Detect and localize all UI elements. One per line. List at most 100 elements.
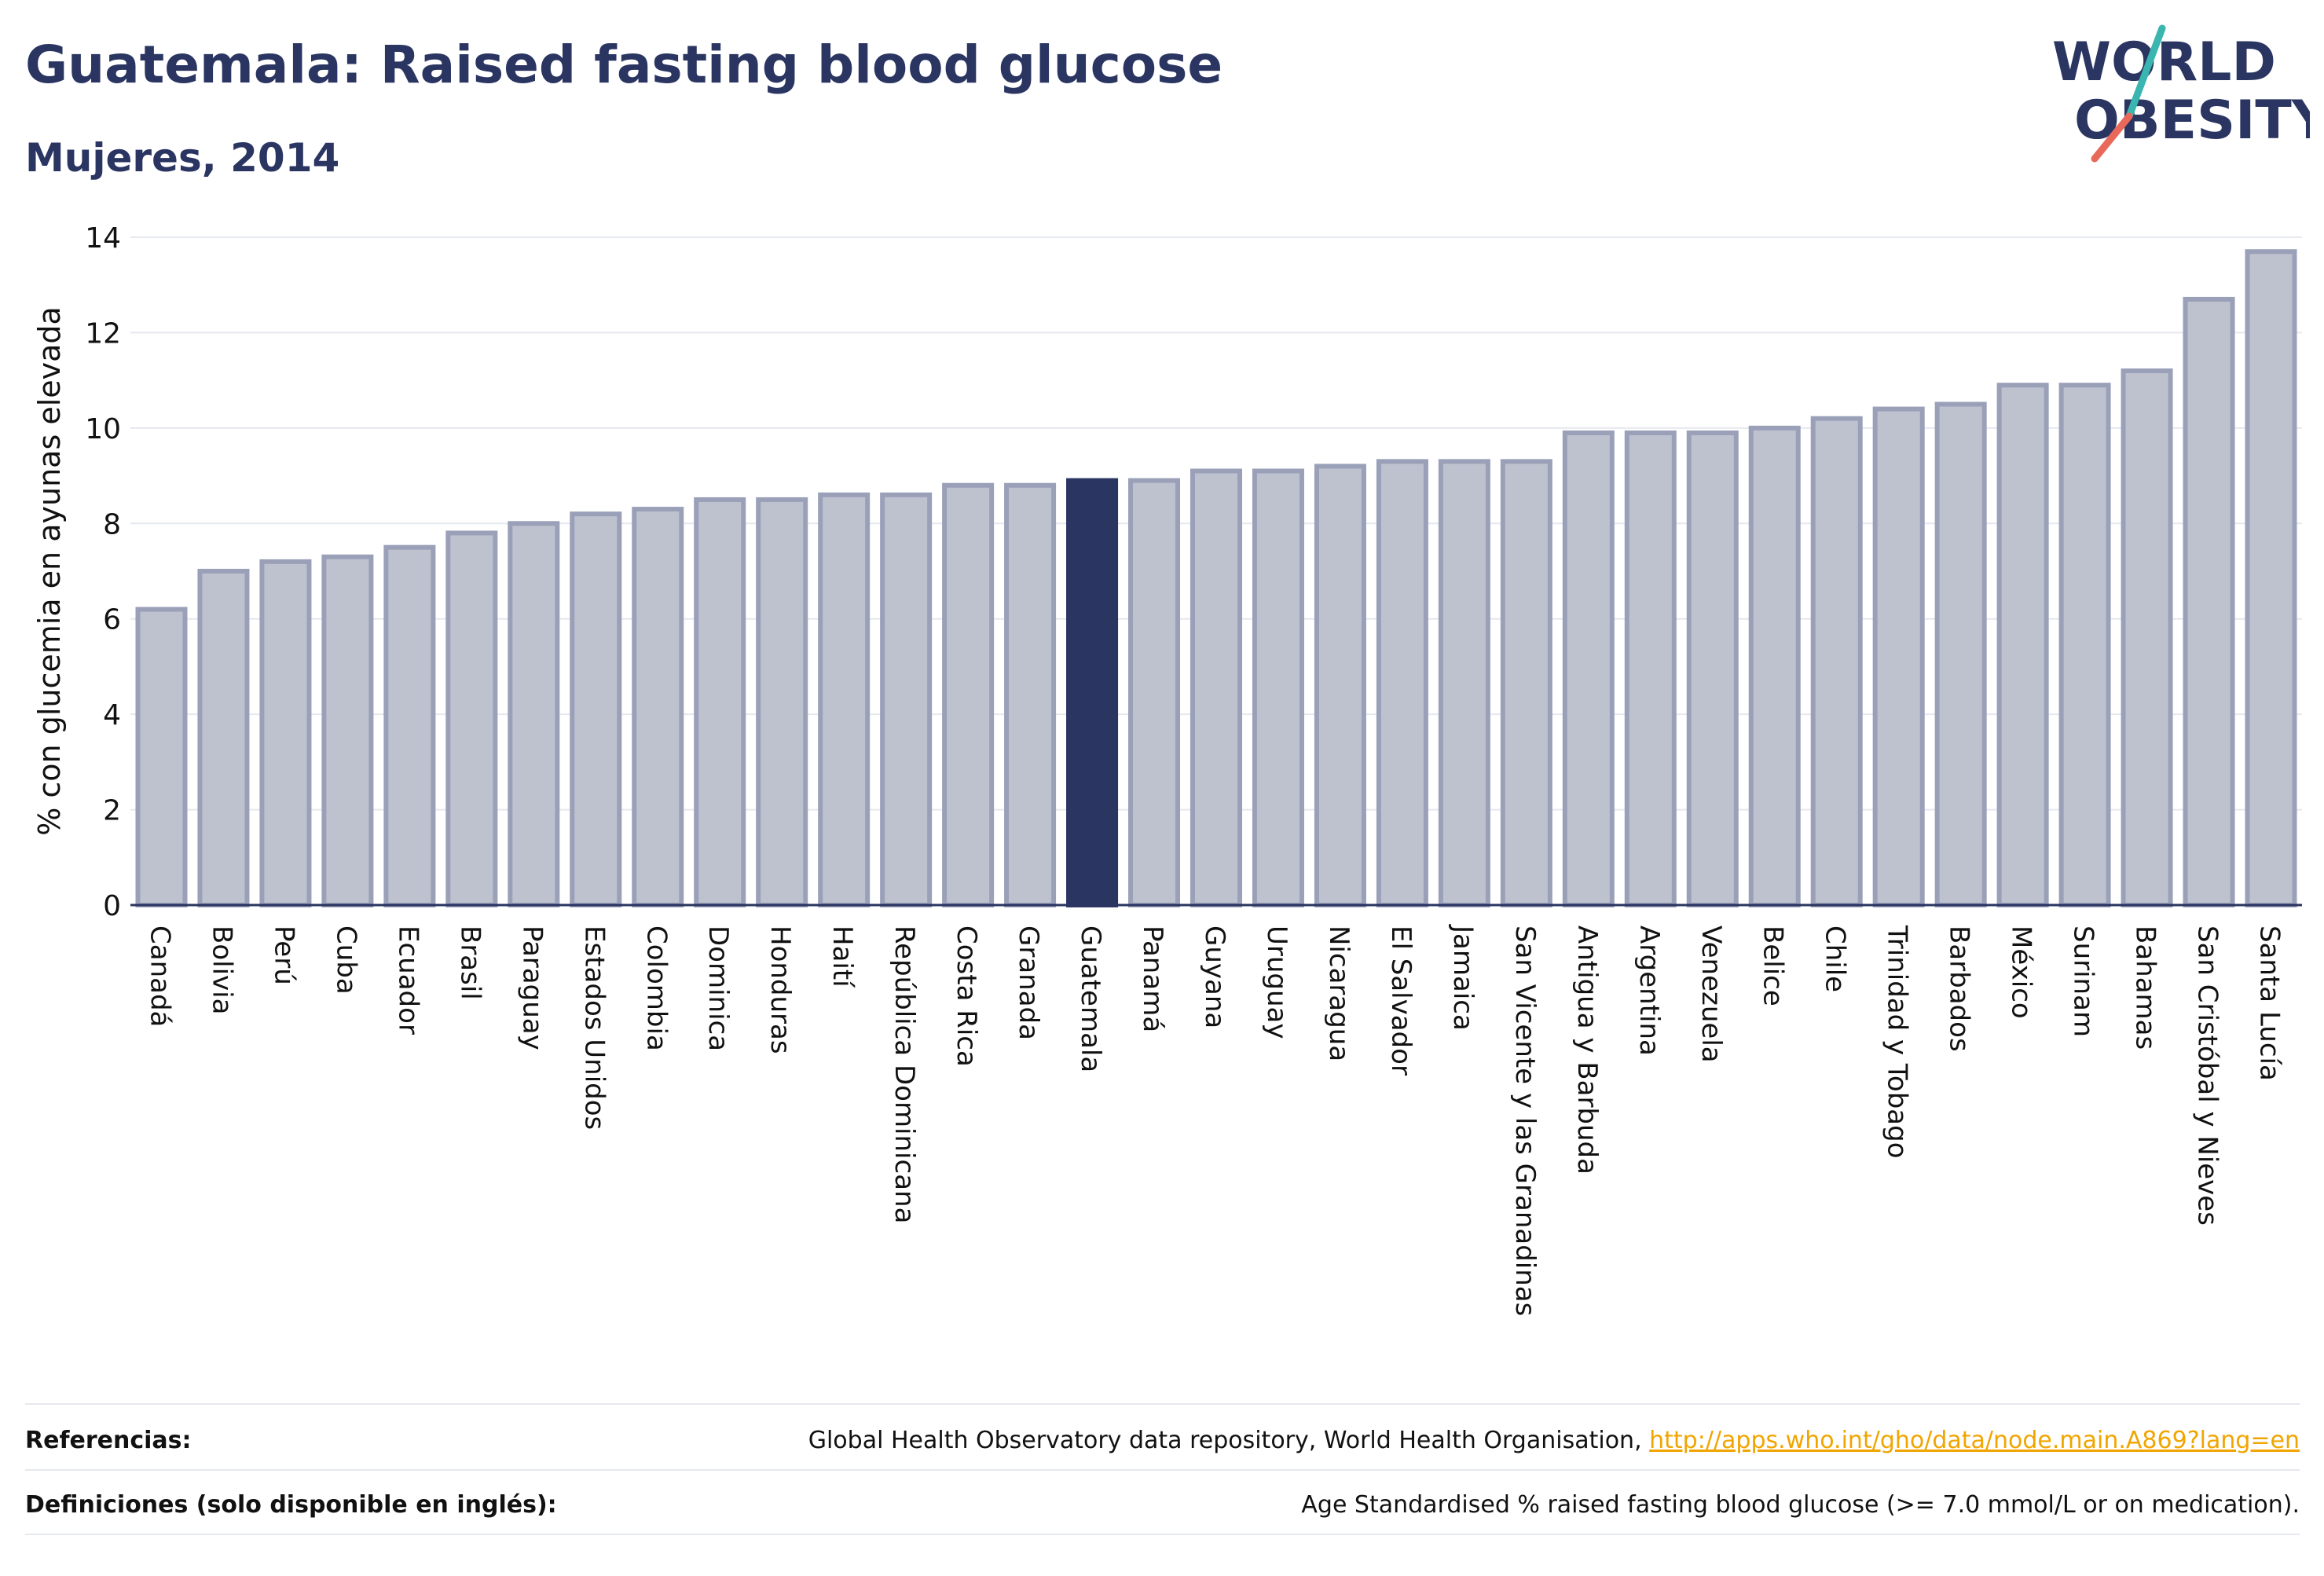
bar [197,569,250,907]
logo-slash-bottom [2091,112,2133,163]
bar [818,492,871,907]
y-tick-label: 14 [85,222,121,255]
bar [508,521,560,907]
references-value: Global Health Observatory data repositor… [808,1427,2300,1454]
bar-chart: 0 2 4 6 8 10 12 14 Canadá Bolivia Perú Cuba Ecuador… [32,222,2302,1316]
y-tick-label: 2 [103,795,121,827]
x-tick-label: Honduras [764,925,796,1054]
x-tick-label: San Vicente y las Granadinas [1509,925,1541,1316]
bar [1562,430,1615,907]
x-tick-label: Colombia [640,925,672,1051]
x-tick-label: Belice [1758,925,1789,1006]
x-tick-label: Nicaragua [1323,925,1354,1061]
bar [383,544,436,908]
references-link[interactable]: http://apps.who.int/gho/data/node.main.A… [1649,1426,2300,1454]
bar [570,511,622,908]
x-tick-label: Bahamas [2130,925,2161,1050]
x-tick-label: Antigua y Barbuda [1571,925,1603,1175]
bar [1934,401,1987,907]
definitions-label: Definiciones (solo disponible en inglés)… [25,1490,557,1519]
x-tick-label: Argentina [1633,925,1665,1056]
logo-text-world: WORLD [2052,31,2276,93]
bar [2121,368,2173,907]
x-tick-label: Panamá [1137,925,1168,1032]
y-axis-ticks: 0 2 4 6 8 10 12 14 [85,222,121,922]
bar [1996,383,2049,907]
logo-text-obesity: OBESITY [2074,90,2310,152]
bar [445,530,498,908]
x-tick-label: Cuba [330,925,361,995]
chart-subtitle: Mujeres, 2014 [25,135,340,181]
bar [1624,430,1677,907]
bar [1748,425,1801,907]
bar [942,482,995,907]
x-tick-label: Venezuela [1695,925,1727,1063]
y-tick-label: 0 [103,890,121,922]
y-tick-label: 10 [85,413,121,445]
bar [1438,459,1490,907]
x-tick-label: Perú [268,925,299,985]
bar [2183,296,2235,907]
x-tick-label: Surinam [2068,925,2099,1037]
logo-slash-top [2125,24,2166,120]
bar [1500,459,1552,907]
bar [1128,478,1181,907]
x-tick-label: San Cristóbal y Nieves [2192,925,2223,1226]
bar [2058,383,2111,907]
footer-divider-middle [25,1469,2300,1471]
bar [135,607,188,907]
x-tick-label: Brasil [454,925,486,1000]
bar [1686,430,1739,907]
x-tick-label: Dominica [702,925,734,1051]
x-tick-label: Barbados [1944,925,1975,1052]
x-tick-label: Haití [827,925,858,988]
y-tick-label: 12 [85,317,121,350]
bar [1872,406,1925,907]
y-axis-label: % con glucemia en ayunas elevada [32,306,67,836]
footer-divider-bottom [25,1534,2300,1535]
bar [632,507,684,907]
x-tick-label: Jamaica [1447,924,1479,1031]
x-tick-label: República Dominicana [889,925,920,1223]
x-tick-label: Guyana [1199,925,1230,1028]
x-tick-label: Trinidad y Tobago [1882,925,1913,1159]
references-label: Referencias: [25,1426,192,1454]
x-tick-label: El Salvador [1385,925,1417,1076]
bar [1189,468,1243,907]
x-tick-label: México [2006,925,2037,1019]
chart-title: Guatemala: Raised fasting blood glucose [25,35,1223,95]
bar [1314,464,1366,907]
bar [694,497,746,907]
y-tick-label: 6 [103,604,121,636]
definitions-value: Age Standardised % raised fasting blood … [1301,1490,2300,1519]
y-tick-label: 4 [103,699,121,731]
references-text: Global Health Observatory data repositor… [808,1426,1650,1454]
x-tick-label: Canadá [144,925,175,1027]
bar [1252,468,1304,907]
bars [135,249,2297,908]
world-obesity-logo: WORLD OBESITY [2052,24,2310,163]
references-row: Referencias: Global Health Observatory d… [25,1408,2300,1472]
footer-divider-top [25,1403,2300,1405]
bar [1004,482,1057,907]
bar-highlight [1066,478,1119,907]
bar [756,497,808,907]
x-tick-label: Guatemala [1075,925,1106,1072]
x-tick-label: Santa Lucía [2254,925,2286,1081]
y-tick-label: 8 [103,508,121,541]
x-tick-label: Estados Unidos [578,925,610,1130]
x-tick-label: Uruguay [1261,925,1292,1039]
x-tick-label: Costa Rica [951,925,982,1067]
x-tick-label: Granada [1013,925,1044,1040]
bar [880,492,933,907]
bar [1376,459,1428,907]
bar [2245,249,2297,907]
bar [259,559,312,907]
x-tick-label: Bolivia [206,925,237,1014]
x-axis-labels: Canadá Bolivia Perú Cuba Ecuador Brasil Paragu… [144,924,2285,1316]
definitions-row: Definiciones (solo disponible en inglés)… [25,1472,2300,1537]
bar [321,554,374,907]
x-tick-label: Paraguay [516,925,548,1050]
x-tick-label: Ecuador [392,925,423,1035]
x-tick-label: Chile [1820,925,1851,992]
